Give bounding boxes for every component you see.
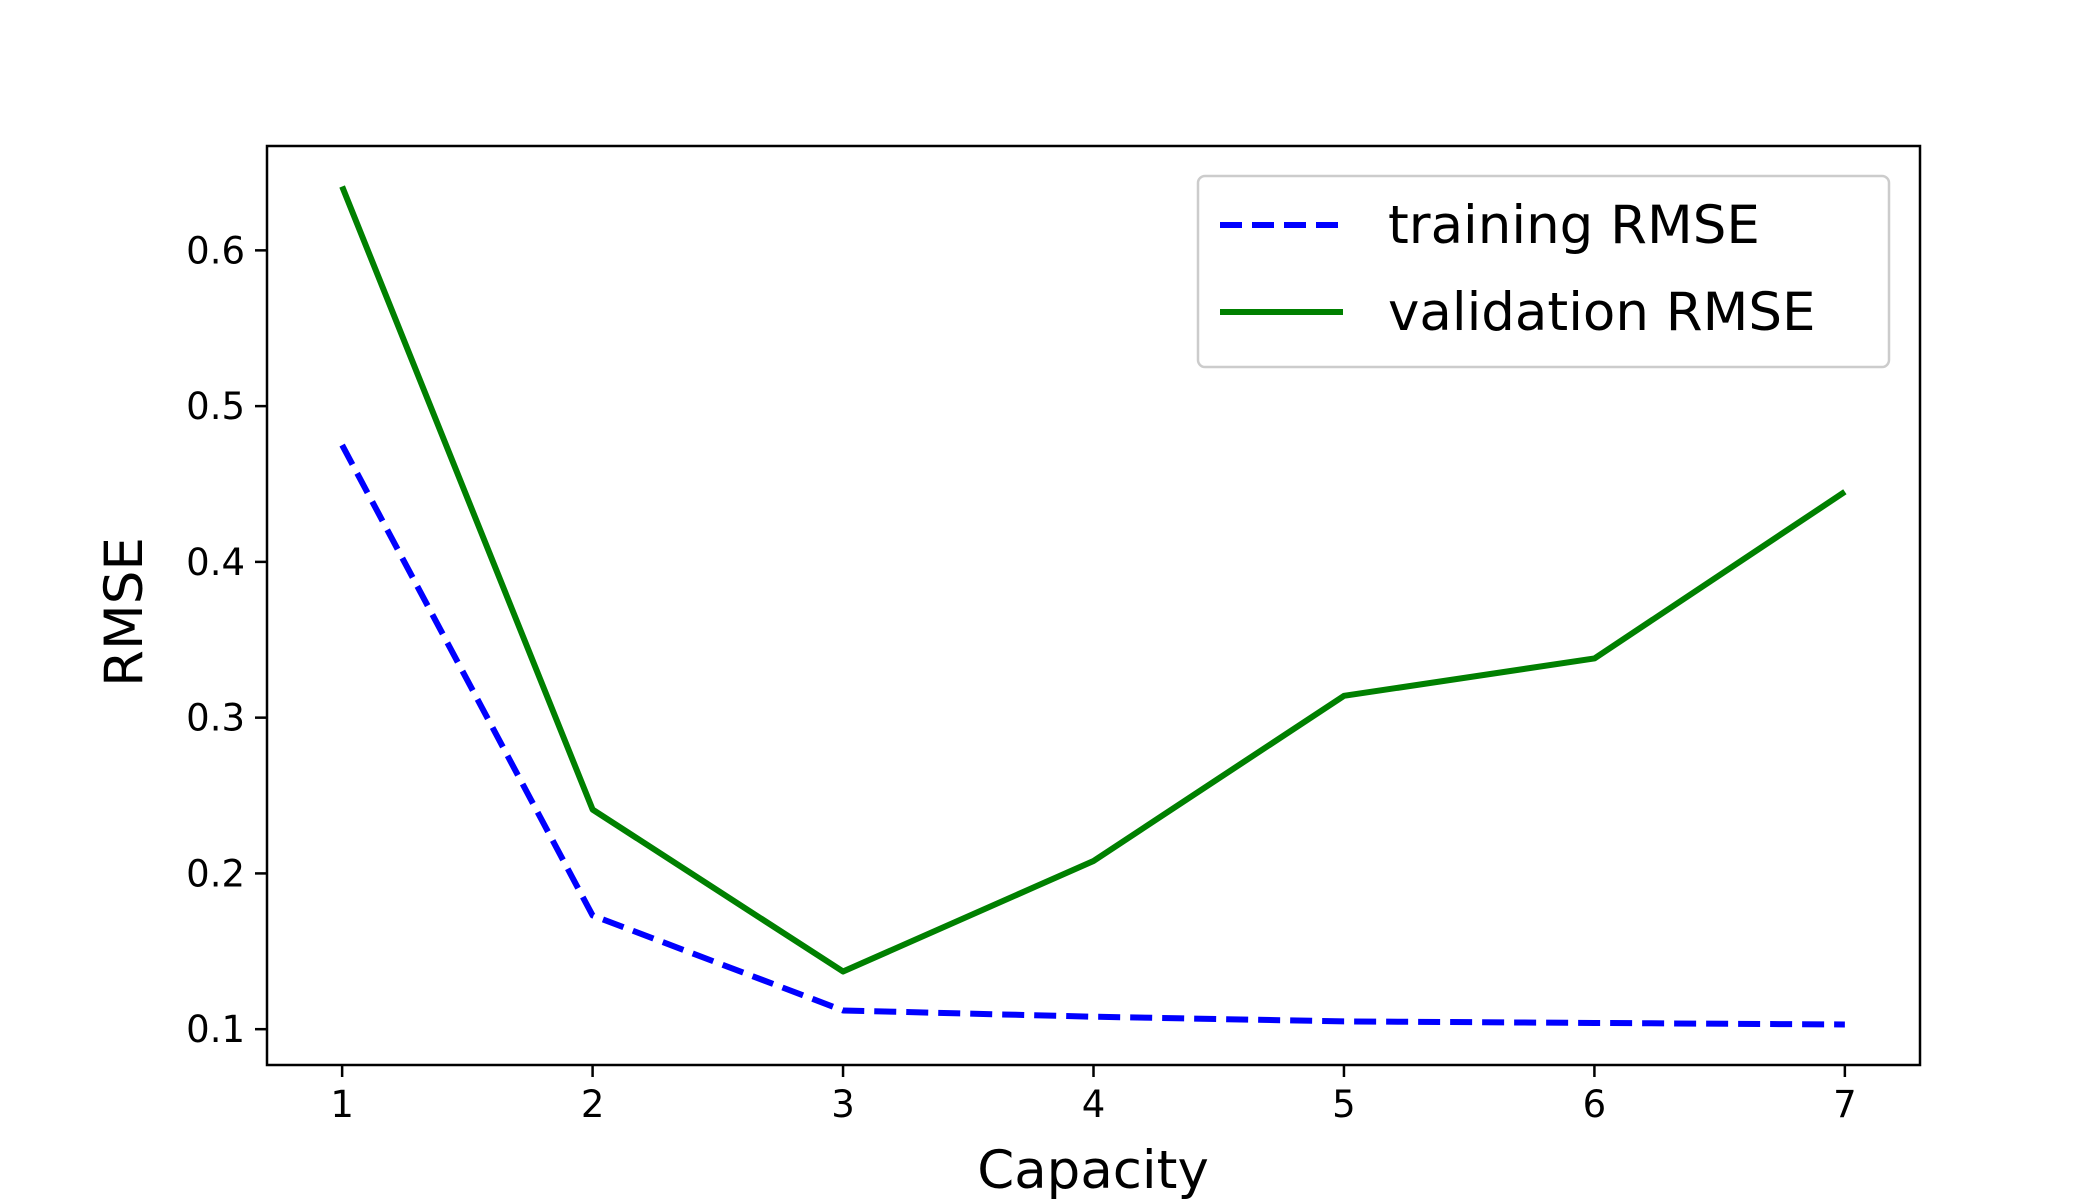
legend-label-training: training RMSE xyxy=(1388,195,1760,256)
legend-box xyxy=(1196,174,1891,369)
y-axis-label: RMSE xyxy=(94,537,155,687)
x-axis-label: Capacity xyxy=(977,1140,1209,1200)
y-tick-label: 0.2 xyxy=(186,852,245,895)
y-tick-label: 0.1 xyxy=(186,1008,245,1051)
validation-rmse-line xyxy=(339,185,1847,975)
y-tick-label: 0.6 xyxy=(186,229,245,272)
x-tick-label: 7 xyxy=(1833,1083,1857,1126)
plot-frame xyxy=(265,144,1922,1067)
y-tick-label: 0.3 xyxy=(186,697,245,740)
y-axis-ticks: 0.1 0.2 0.3 0.4 0.5 0.6 xyxy=(186,229,267,1051)
legend: training RMSE validation RMSE xyxy=(1196,174,1891,369)
x-tick-label: 2 xyxy=(581,1083,605,1126)
x-tick-label: 1 xyxy=(330,1083,354,1126)
y-tick-label: 0.4 xyxy=(186,541,245,584)
x-tick-label: 6 xyxy=(1583,1083,1607,1126)
series-layer xyxy=(339,185,1847,1028)
x-tick-label: 5 xyxy=(1332,1083,1356,1126)
training-rmse-line xyxy=(339,443,1845,1028)
y-tick-label: 0.5 xyxy=(186,385,245,428)
legend-label-validation: validation RMSE xyxy=(1388,282,1815,343)
x-tick-label: 3 xyxy=(831,1083,855,1126)
x-axis-ticks: 1 2 3 4 5 6 7 xyxy=(330,1065,1857,1126)
x-tick-label: 4 xyxy=(1082,1083,1106,1126)
